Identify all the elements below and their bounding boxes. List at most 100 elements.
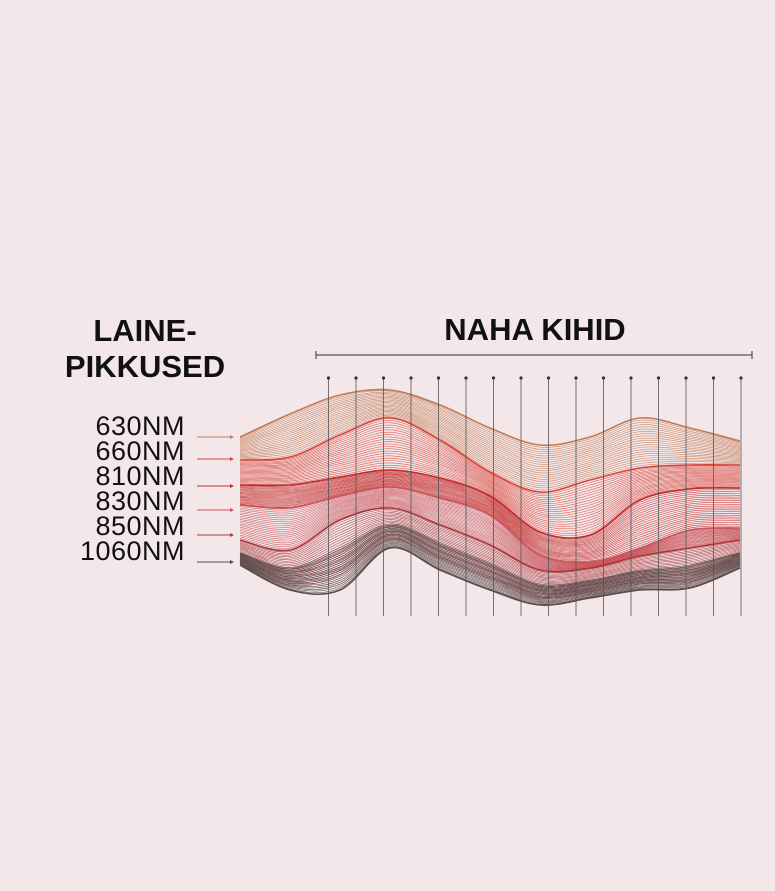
band-line	[239, 512, 741, 576]
band-line	[239, 519, 741, 582]
band-line	[239, 510, 741, 575]
band-line	[239, 393, 741, 452]
gridline-dot	[491, 376, 496, 380]
band-line	[239, 534, 741, 595]
band-line	[239, 494, 741, 566]
band-line	[239, 500, 741, 569]
band-line	[239, 485, 741, 561]
band-line	[239, 489, 741, 564]
band-line	[239, 545, 741, 604]
band-line	[239, 495, 741, 567]
band-line	[239, 402, 741, 467]
band-line	[239, 441, 741, 512]
arrow-head-icon	[230, 435, 234, 439]
gridline-dot	[354, 376, 358, 380]
arrow-head-icon	[230, 457, 234, 461]
band-line	[239, 507, 741, 573]
gridline-dot	[381, 376, 386, 380]
band-630nm	[239, 388, 741, 493]
band-line	[239, 537, 741, 598]
band-line	[239, 407, 741, 476]
gridline-dot	[739, 376, 743, 380]
band-line	[239, 436, 741, 508]
band-line	[239, 520, 741, 583]
gridline-dot	[684, 376, 688, 380]
band-line	[239, 513, 741, 577]
layers-bracket	[315, 351, 753, 359]
band-line	[239, 474, 741, 546]
gridline-dot	[519, 376, 523, 380]
band-line	[239, 395, 741, 457]
band-line	[239, 479, 741, 553]
band-line	[239, 404, 741, 472]
band-line	[239, 523, 741, 586]
arrow-head-icon	[230, 560, 234, 564]
band-line	[239, 516, 741, 580]
band-line	[239, 505, 741, 571]
band-1060nm	[239, 523, 741, 606]
band-line	[239, 413, 741, 486]
band-line	[239, 525, 741, 588]
wavelength-label-1060: 1060NM	[79, 536, 185, 566]
band-line	[239, 416, 741, 491]
band-line	[239, 499, 741, 568]
band-line	[239, 391, 741, 450]
wavelengths-heading: LAINE- PIKKUSED	[40, 313, 250, 385]
band-line	[239, 528, 741, 589]
band-line	[239, 486, 741, 564]
wavelength-arrows	[197, 435, 234, 564]
wavelengths-heading-line2: PIKKUSED	[64, 349, 226, 384]
band-line	[239, 403, 741, 469]
band-line	[239, 448, 741, 519]
wavelength-label-810: 810NM	[95, 461, 185, 491]
band-line	[239, 491, 741, 565]
band-line	[239, 424, 741, 499]
wavelengths-heading-line1: LAINE-	[93, 313, 197, 348]
arrow-head-icon	[230, 508, 234, 512]
layer-gridlines	[326, 376, 743, 616]
band-line	[239, 471, 741, 542]
band-line	[239, 412, 741, 484]
band-line	[239, 415, 741, 489]
band-line	[239, 420, 741, 495]
band-line	[239, 492, 741, 565]
band-line	[239, 535, 741, 596]
band-line	[239, 453, 741, 523]
gridline-dot	[601, 376, 606, 380]
band-line	[239, 522, 741, 584]
wavelength-label-850: 850NM	[95, 511, 185, 541]
band-line	[239, 536, 741, 597]
band-line	[239, 410, 741, 480]
gridline-dot	[546, 376, 551, 380]
band-line	[239, 501, 741, 570]
band-line	[239, 422, 741, 497]
band-line	[239, 417, 741, 493]
band-line	[239, 394, 741, 455]
gridline-dot	[656, 376, 661, 380]
band-line	[239, 438, 741, 510]
band-line	[239, 462, 741, 532]
band-line	[239, 482, 741, 558]
band-line	[239, 542, 741, 601]
band-line	[239, 514, 741, 579]
band-line	[239, 470, 741, 540]
band-line	[239, 497, 741, 567]
wavelength-label-630: 630NM	[95, 411, 185, 441]
gridline-dot	[436, 376, 441, 380]
band-line	[239, 482, 741, 557]
band-line	[239, 546, 741, 606]
wavelength-label-830: 830NM	[95, 486, 185, 516]
band-line	[239, 390, 741, 448]
band-line	[239, 504, 741, 571]
band-line	[239, 388, 741, 447]
gridline-dot	[711, 376, 716, 380]
band-line	[239, 533, 741, 594]
band-line	[239, 411, 741, 482]
gridline-dot	[409, 376, 413, 380]
band-line	[239, 473, 741, 544]
band-line	[239, 398, 741, 461]
band-line	[239, 431, 741, 504]
band-810nm	[239, 469, 741, 563]
band-line	[239, 476, 741, 549]
band-line	[239, 478, 741, 551]
